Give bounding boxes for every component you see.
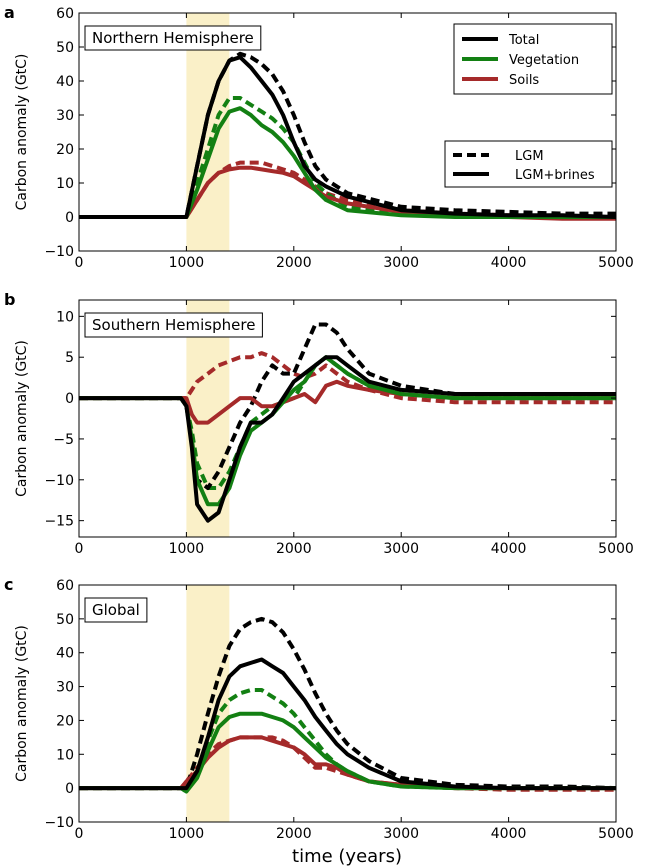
x-tick-label: 2000 xyxy=(276,826,312,842)
x-tick-label: 1000 xyxy=(169,826,205,842)
panel-title-box xyxy=(84,25,262,51)
y-tick-label: 40 xyxy=(56,74,74,90)
series-vegetation-lgm-brines xyxy=(79,711,616,794)
y-tick-label: 10 xyxy=(56,309,74,325)
x-tick-label: 4000 xyxy=(491,255,527,271)
y-tick-label: 60 xyxy=(56,578,74,594)
panel-letter: c xyxy=(4,575,13,594)
y-tick-label: 40 xyxy=(56,646,74,662)
y-tick-label: 0 xyxy=(65,210,74,226)
plot-frame xyxy=(78,299,617,538)
y-axis-label: Carbon anomaly (GtC) xyxy=(14,625,30,782)
legend-label-soils: Soils xyxy=(509,73,539,88)
x-tick-label: 2000 xyxy=(276,541,312,557)
x-tick-label: 3000 xyxy=(383,255,419,271)
y-axis-label: Carbon anomaly (GtC) xyxy=(14,340,30,497)
series-total-lgm xyxy=(79,322,616,490)
y-tick-label: 30 xyxy=(56,108,74,124)
panel-letter: b xyxy=(4,290,15,309)
x-tick-label: 3000 xyxy=(383,541,419,557)
y-tick-label: −10 xyxy=(44,815,74,831)
series-total-lgm xyxy=(79,616,616,791)
panel-b: 0 1000 2000 3000 4000 5000 −15 −10 −5 0 5 10 Carbon … xyxy=(4,290,634,557)
series-lines xyxy=(79,51,616,221)
y-tick-label: 5 xyxy=(65,350,74,366)
legend-scenarios: LGM LGM+brines xyxy=(444,140,613,188)
y-tick-label: 50 xyxy=(56,612,74,628)
y-tick-label: 10 xyxy=(56,176,74,192)
y-tick-label: 0 xyxy=(65,781,74,797)
series-soils-lgm xyxy=(79,351,616,405)
x-tick-label: 5000 xyxy=(598,541,634,557)
x-tick-label: 4000 xyxy=(491,541,527,557)
panel-title: Southern Hemisphere xyxy=(92,316,255,334)
x-tick-label: 4000 xyxy=(491,826,527,842)
y-tick-label: −5 xyxy=(53,432,74,448)
x-tick-label: 5000 xyxy=(598,826,634,842)
panel-c: 0 1000 2000 3000 4000 5000−100102030405060Car… xyxy=(4,575,634,842)
plot-frame xyxy=(78,12,617,252)
x-tick-label: 1000 xyxy=(169,541,205,557)
panel-title-box xyxy=(84,597,148,623)
y-axis-label: Carbon anomaly (GtC) xyxy=(14,54,30,211)
series-total-lgm-brines xyxy=(79,657,616,791)
panel-title-box xyxy=(84,312,263,338)
y-tick-label: −15 xyxy=(44,514,74,530)
y-tick-label: −10 xyxy=(44,244,74,260)
plot-frame xyxy=(78,584,617,823)
legend-variables: Total Vegetation Soils xyxy=(453,23,613,95)
x-axis-label: time (years) xyxy=(292,846,402,867)
series-vegetation-lgm xyxy=(79,355,616,490)
series-lines xyxy=(79,322,616,523)
shaded-interval xyxy=(186,13,230,251)
x-tick-label: 1000 xyxy=(169,255,205,271)
x-tick-label: 0 xyxy=(75,255,84,271)
panel-title: Global xyxy=(92,601,140,619)
panels: 0 1000 2000 3000 4000 5000−100102030405060Car… xyxy=(4,3,634,842)
y-tick-label: −10 xyxy=(44,473,74,489)
x-tick-label: 5000 xyxy=(598,255,634,271)
series-lines xyxy=(79,616,616,794)
x-tick-label: 0 xyxy=(75,541,84,557)
legend-box xyxy=(444,140,613,188)
y-tick-label: 60 xyxy=(56,6,74,22)
y-tick-label: 0 xyxy=(65,391,74,407)
panel-title: Northern Hemisphere xyxy=(92,29,254,47)
legend-label-vegetation: Vegetation xyxy=(509,53,579,68)
y-tick-label: 20 xyxy=(56,713,74,729)
legend-label-lgm-brines: LGM+brines xyxy=(515,168,595,183)
legend-label-lgm: LGM xyxy=(515,149,544,164)
legend-label-total: Total xyxy=(508,33,539,48)
y-tick-label: 30 xyxy=(56,680,74,696)
panel-letter: a xyxy=(4,3,15,22)
y-tick-label: 20 xyxy=(56,142,74,158)
x-tick-label: 0 xyxy=(75,826,84,842)
series-vegetation-lgm-brines xyxy=(79,106,616,219)
x-tick-label: 3000 xyxy=(383,826,419,842)
y-tick-label: 10 xyxy=(56,747,74,763)
x-tick-label: 2000 xyxy=(276,255,312,271)
series-total-lgm-brines xyxy=(79,355,616,523)
series-total-lgm-brines xyxy=(79,55,616,219)
panel-a: 0 1000 2000 3000 4000 5000−100102030405060Car… xyxy=(4,3,634,271)
y-tick-label: 50 xyxy=(56,40,74,56)
